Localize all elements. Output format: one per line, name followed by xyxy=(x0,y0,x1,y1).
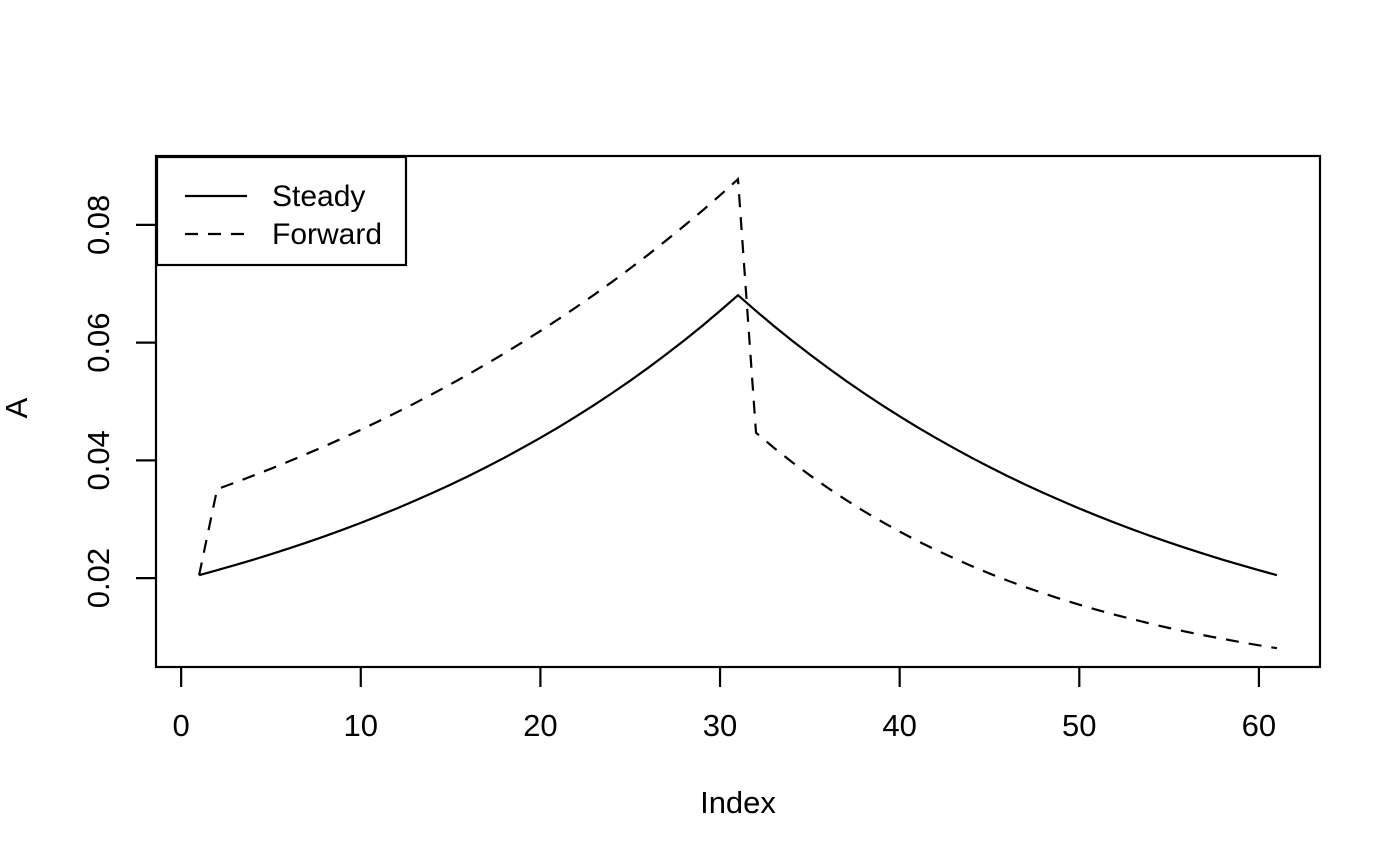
plot-border-box xyxy=(154,154,1322,669)
x-tick-label: 50 xyxy=(1062,708,1096,743)
x-tick-label: 40 xyxy=(882,708,916,743)
legend-label-steady: Steady xyxy=(272,180,365,213)
x-tick-label: 0 xyxy=(173,708,190,743)
series-line-forward xyxy=(198,176,1278,650)
x-tick-label: 60 xyxy=(1242,708,1276,743)
y-tick-label: 0.04 xyxy=(81,430,116,490)
y-axis-label: A xyxy=(0,397,34,418)
x-axis-label: Index xyxy=(700,785,776,820)
series-line-steady xyxy=(198,293,1278,577)
x-tick-label: 30 xyxy=(703,708,737,743)
y-axis-ticks: 0.02 0.04 0.06 0.08 xyxy=(81,195,156,608)
y-tick-label: 0.06 xyxy=(81,312,116,372)
x-axis-ticks: 0 10 20 30 40 50 60 xyxy=(173,667,1276,743)
y-tick-label: 0.02 xyxy=(81,548,116,608)
x-tick-label: 10 xyxy=(344,708,378,743)
legend: Steady Forward xyxy=(155,155,408,267)
y-tick-label: 0.08 xyxy=(81,195,116,255)
legend-box xyxy=(155,155,408,267)
x-tick-label: 20 xyxy=(523,708,557,743)
series-lines xyxy=(198,176,1278,650)
legend-label-forward: Forward xyxy=(272,218,382,251)
